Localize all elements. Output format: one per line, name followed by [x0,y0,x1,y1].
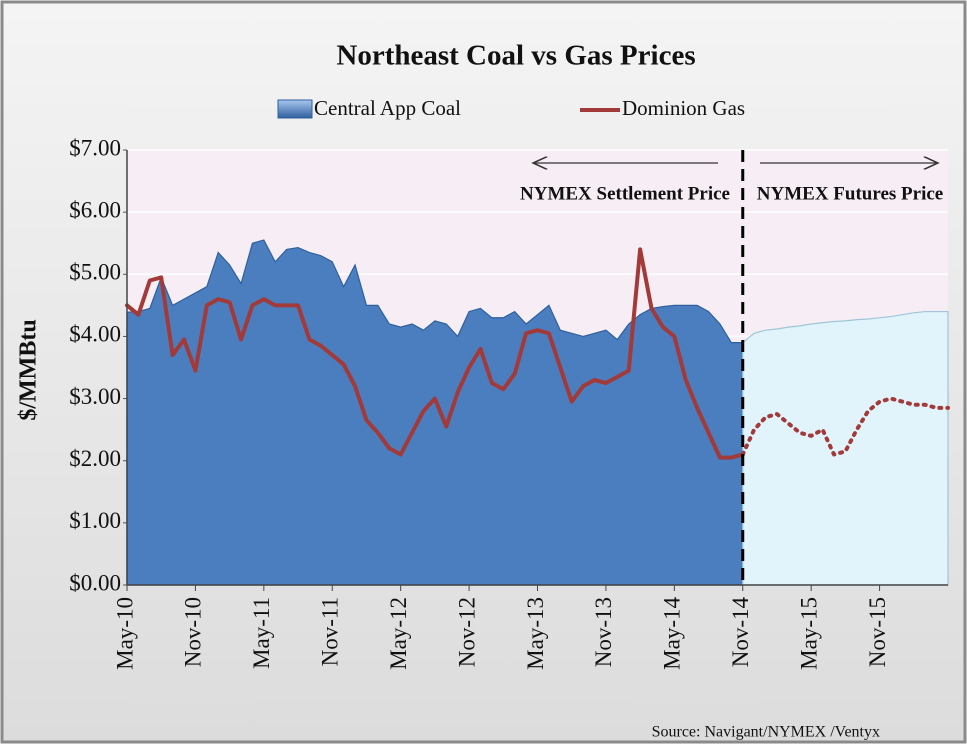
y-tick-label: $1.00 [69,508,121,533]
x-tick-label: Nov-15 [865,597,890,667]
line-futures [740,396,950,457]
y-tick-label: $0.00 [69,570,121,595]
legend-label: Central App Coal [314,96,461,120]
x-tick-label: May-15 [796,597,821,670]
y-tick-label: $3.00 [69,384,121,409]
line-actual [125,247,745,460]
x-tick-label: Nov-14 [728,597,753,668]
y-tick-label: $4.00 [69,322,121,347]
x-tick-label: May-13 [523,597,548,670]
area-actual [126,239,744,586]
x-tick-label: May-10 [112,597,137,670]
y-tick-label: $6.00 [69,197,121,222]
source: Source: Navigant/NYMEX /Ventyx [652,724,880,741]
x-tick-label: May-12 [386,597,411,670]
x-tick-label: May-14 [660,597,685,670]
annotation: NYMEX Settlement Price [520,183,730,204]
y-tick-label: $7.00 [69,135,121,160]
x-tick-label: Nov-13 [591,597,616,667]
x-tick-label: Nov-12 [454,597,479,667]
y-tick-label: $5.00 [69,260,121,285]
y-axis-label: $/MMBtu [16,319,42,420]
x-tick-label: Nov-11 [318,597,343,666]
legend-swatch [277,99,313,119]
y-tick-label: $2.00 [69,446,121,471]
annotation: NYMEX Futures Price [757,183,943,204]
chart-title: Northeast Coal vs Gas Prices [336,40,695,72]
x-tick-label: May-11 [249,597,274,669]
x-tick-label: Nov-10 [181,597,206,667]
legend-label: Dominion Gas [622,96,745,120]
